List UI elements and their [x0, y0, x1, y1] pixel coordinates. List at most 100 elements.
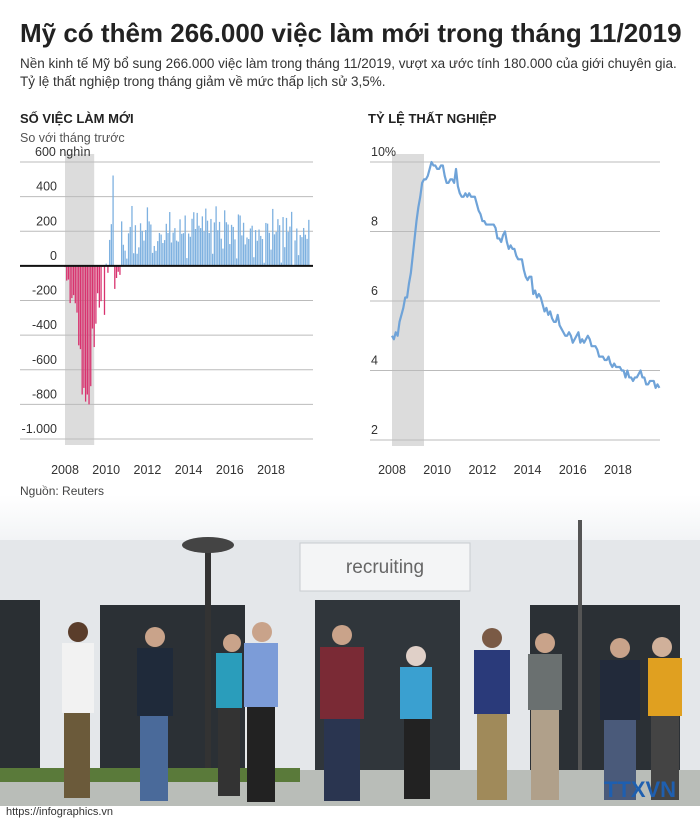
bar: [285, 217, 288, 266]
bar: [71, 265, 73, 299]
bar: [258, 229, 260, 266]
bar: [83, 265, 85, 388]
bar: [95, 265, 97, 324]
bar: [124, 250, 126, 266]
bar: [110, 224, 113, 266]
bar: [284, 247, 286, 266]
bar: [181, 233, 183, 266]
bar: [121, 221, 123, 266]
bar: [72, 265, 75, 296]
lamp-post: [205, 550, 211, 790]
bar: [119, 265, 121, 275]
bar: [153, 245, 155, 266]
y-tick-label: -400: [32, 318, 57, 332]
bar: [230, 224, 233, 266]
bar: [157, 241, 159, 266]
bar: [296, 228, 298, 266]
bar: [241, 235, 243, 266]
bar: [196, 212, 198, 266]
bar: [277, 219, 279, 266]
chart: TỶ LỆ THẤT NGHIỆP 10% 8 6 4 2 2008 2010 2012 2014…: [368, 111, 661, 477]
bar: [229, 244, 231, 266]
bar: [105, 263, 107, 266]
bar: [217, 230, 219, 266]
bar: [88, 265, 90, 405]
bar: [162, 243, 164, 266]
bar: [266, 223, 269, 266]
bar: [213, 222, 216, 266]
bar: [268, 232, 270, 266]
bar: [206, 220, 209, 266]
bar: [299, 235, 301, 266]
bar: [278, 225, 281, 266]
x-tick-label: 2018: [257, 463, 285, 477]
bar: [199, 228, 202, 266]
x-tick-label: 2012: [134, 463, 162, 477]
y-tick-label: 200: [36, 214, 57, 228]
bar: [150, 224, 152, 266]
chart-title: TỶ LỆ THẤT NGHIỆP: [368, 111, 497, 126]
bar: [182, 233, 185, 266]
bar: [115, 265, 118, 278]
bar: [187, 233, 190, 266]
x-tick-label: 2012: [468, 463, 496, 477]
bar: [205, 208, 207, 266]
bar: [67, 265, 70, 280]
line: [391, 160, 661, 389]
x-tick-label: 2016: [216, 463, 244, 477]
bar: [256, 240, 258, 266]
bar: [114, 265, 116, 289]
bar: [84, 265, 87, 402]
bar: [146, 207, 149, 266]
bar: [218, 221, 221, 266]
bar: [76, 265, 78, 313]
bar: [136, 253, 138, 266]
bar: [290, 211, 293, 266]
x-tick-label: 2010: [423, 463, 451, 477]
bar: [141, 230, 143, 266]
bar: [210, 218, 212, 266]
bar: [129, 226, 131, 266]
bar: [225, 222, 228, 266]
bar: [244, 244, 246, 266]
bar: [126, 258, 128, 266]
chart-title: SỐ VIỆC LÀM MỚI: [20, 111, 134, 126]
y-tick-label: 8: [371, 215, 378, 229]
x-tick-label: 2014: [175, 463, 203, 477]
window: [0, 600, 40, 770]
bar: [112, 175, 114, 266]
bar: [86, 265, 88, 395]
bar: [93, 265, 95, 348]
bar: [174, 228, 176, 266]
bar: [163, 240, 166, 266]
bar: [301, 237, 303, 266]
source: Nguồn: Reuters: [20, 484, 104, 498]
chart-subtitle: So với tháng trước: [20, 131, 125, 145]
bar: [304, 234, 307, 266]
bar: [107, 265, 109, 273]
bar: [69, 265, 71, 304]
bar: [191, 218, 193, 266]
bar: [208, 232, 210, 266]
bar: [308, 219, 310, 266]
sign-text: recruiting: [346, 557, 424, 578]
bar: [74, 265, 76, 304]
bar: [108, 239, 111, 266]
bar: [103, 265, 106, 315]
y-tick-label: 4: [371, 354, 378, 368]
lamp: [182, 537, 234, 553]
bar: [148, 221, 150, 266]
bar: [134, 225, 137, 266]
bar: [246, 237, 248, 266]
bar: [143, 240, 145, 266]
bar: [193, 212, 195, 266]
bar: [306, 238, 308, 266]
bar: [117, 265, 119, 272]
bar: [172, 232, 174, 266]
bar: [201, 216, 204, 266]
bar: [273, 234, 276, 266]
bar: [158, 232, 161, 266]
x-tick-label: 2010: [92, 463, 120, 477]
